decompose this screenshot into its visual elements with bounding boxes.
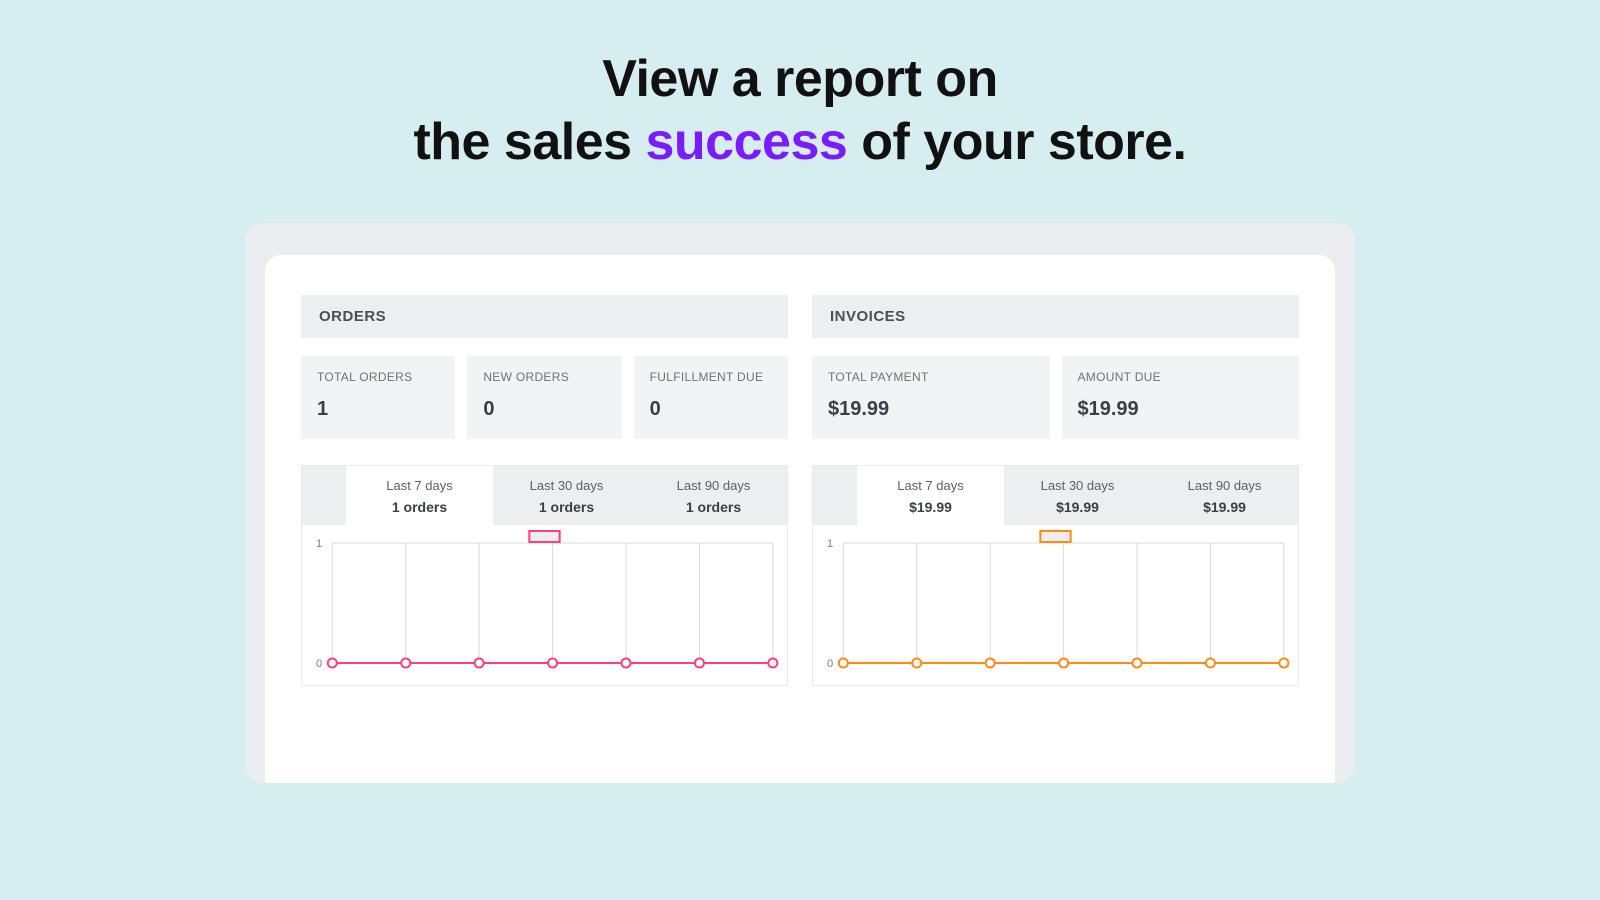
stat-amount-due: AMOUNT DUE $19.99 (1062, 356, 1300, 439)
tab-last-90-days[interactable]: Last 90 days $19.99 (1151, 466, 1298, 525)
tab-value: $19.99 (857, 499, 1004, 515)
svg-text:0: 0 (316, 658, 322, 670)
stat-total-orders: TOTAL ORDERS 1 (301, 356, 455, 439)
tab-spacer (302, 466, 346, 525)
headline-pre: the sales (413, 113, 645, 171)
stat-value: 1 (317, 398, 439, 421)
tab-label: Last 30 days (1004, 478, 1151, 493)
headline: View a report on the sales success of yo… (0, 0, 1600, 175)
invoices-title: INVOICES (812, 295, 1299, 338)
tab-last-7-days[interactable]: Last 7 days 1 orders (346, 466, 493, 525)
headline-highlight: success (646, 113, 848, 171)
stat-new-orders: NEW ORDERS 0 (467, 356, 621, 439)
stat-label: TOTAL ORDERS (317, 370, 439, 384)
svg-text:1: 1 (316, 538, 322, 550)
tab-spacer (813, 466, 857, 525)
tab-value: 1 orders (640, 499, 787, 515)
tab-last-7-days[interactable]: Last 7 days $19.99 (857, 466, 1004, 525)
orders-chart-card: Last 7 days 1 orders Last 30 days 1 orde… (301, 465, 788, 686)
tab-last-90-days[interactable]: Last 90 days 1 orders (640, 466, 787, 525)
tab-value: 1 orders (493, 499, 640, 515)
tab-value: $19.99 (1151, 499, 1298, 515)
tab-label: Last 7 days (857, 478, 1004, 493)
headline-post: of your store. (847, 113, 1186, 171)
panels-row: ORDERS TOTAL ORDERS 1 NEW ORDERS 0 FULFI… (301, 295, 1299, 686)
report-card-outer: ORDERS TOTAL ORDERS 1 NEW ORDERS 0 FULFI… (245, 223, 1355, 783)
report-card-inner: ORDERS TOTAL ORDERS 1 NEW ORDERS 0 FULFI… (265, 255, 1335, 783)
tab-value: 1 orders (346, 499, 493, 515)
tab-value: $19.99 (1004, 499, 1151, 515)
orders-tabs: Last 7 days 1 orders Last 30 days 1 orde… (302, 466, 787, 525)
headline-line1: View a report on (0, 48, 1600, 111)
invoices-chart-svg: 01 (813, 525, 1298, 685)
tab-last-30-days[interactable]: Last 30 days $19.99 (1004, 466, 1151, 525)
stat-label: TOTAL PAYMENT (828, 370, 1034, 384)
tab-label: Last 90 days (1151, 478, 1298, 493)
tab-label: Last 90 days (640, 478, 787, 493)
orders-chart-body: 01 (302, 525, 787, 685)
tab-label: Last 7 days (346, 478, 493, 493)
headline-line2: the sales success of your store. (0, 111, 1600, 174)
tab-last-30-days[interactable]: Last 30 days 1 orders (493, 466, 640, 525)
stat-value: 0 (483, 398, 605, 421)
invoices-panel: INVOICES TOTAL PAYMENT $19.99 AMOUNT DUE… (812, 295, 1299, 686)
invoices-chart-card: Last 7 days $19.99 Last 30 days $19.99 L… (812, 465, 1299, 686)
orders-chart-svg: 01 (302, 525, 787, 685)
tab-label: Last 30 days (493, 478, 640, 493)
stat-value: $19.99 (1078, 398, 1284, 421)
orders-panel: ORDERS TOTAL ORDERS 1 NEW ORDERS 0 FULFI… (301, 295, 788, 686)
stat-fulfillment-due: FULFILLMENT DUE 0 (634, 356, 788, 439)
orders-stats: TOTAL ORDERS 1 NEW ORDERS 0 FULFILLMENT … (301, 356, 788, 439)
stat-label: NEW ORDERS (483, 370, 605, 384)
svg-text:0: 0 (827, 658, 833, 670)
orders-title: ORDERS (301, 295, 788, 338)
stat-total-payment: TOTAL PAYMENT $19.99 (812, 356, 1050, 439)
stat-label: AMOUNT DUE (1078, 370, 1284, 384)
invoices-stats: TOTAL PAYMENT $19.99 AMOUNT DUE $19.99 (812, 356, 1299, 439)
invoices-chart-body: 01 (813, 525, 1298, 685)
stat-value: 0 (650, 398, 772, 421)
invoices-tabs: Last 7 days $19.99 Last 30 days $19.99 L… (813, 466, 1298, 525)
svg-text:1: 1 (827, 538, 833, 550)
stat-value: $19.99 (828, 398, 1034, 421)
stat-label: FULFILLMENT DUE (650, 370, 772, 384)
